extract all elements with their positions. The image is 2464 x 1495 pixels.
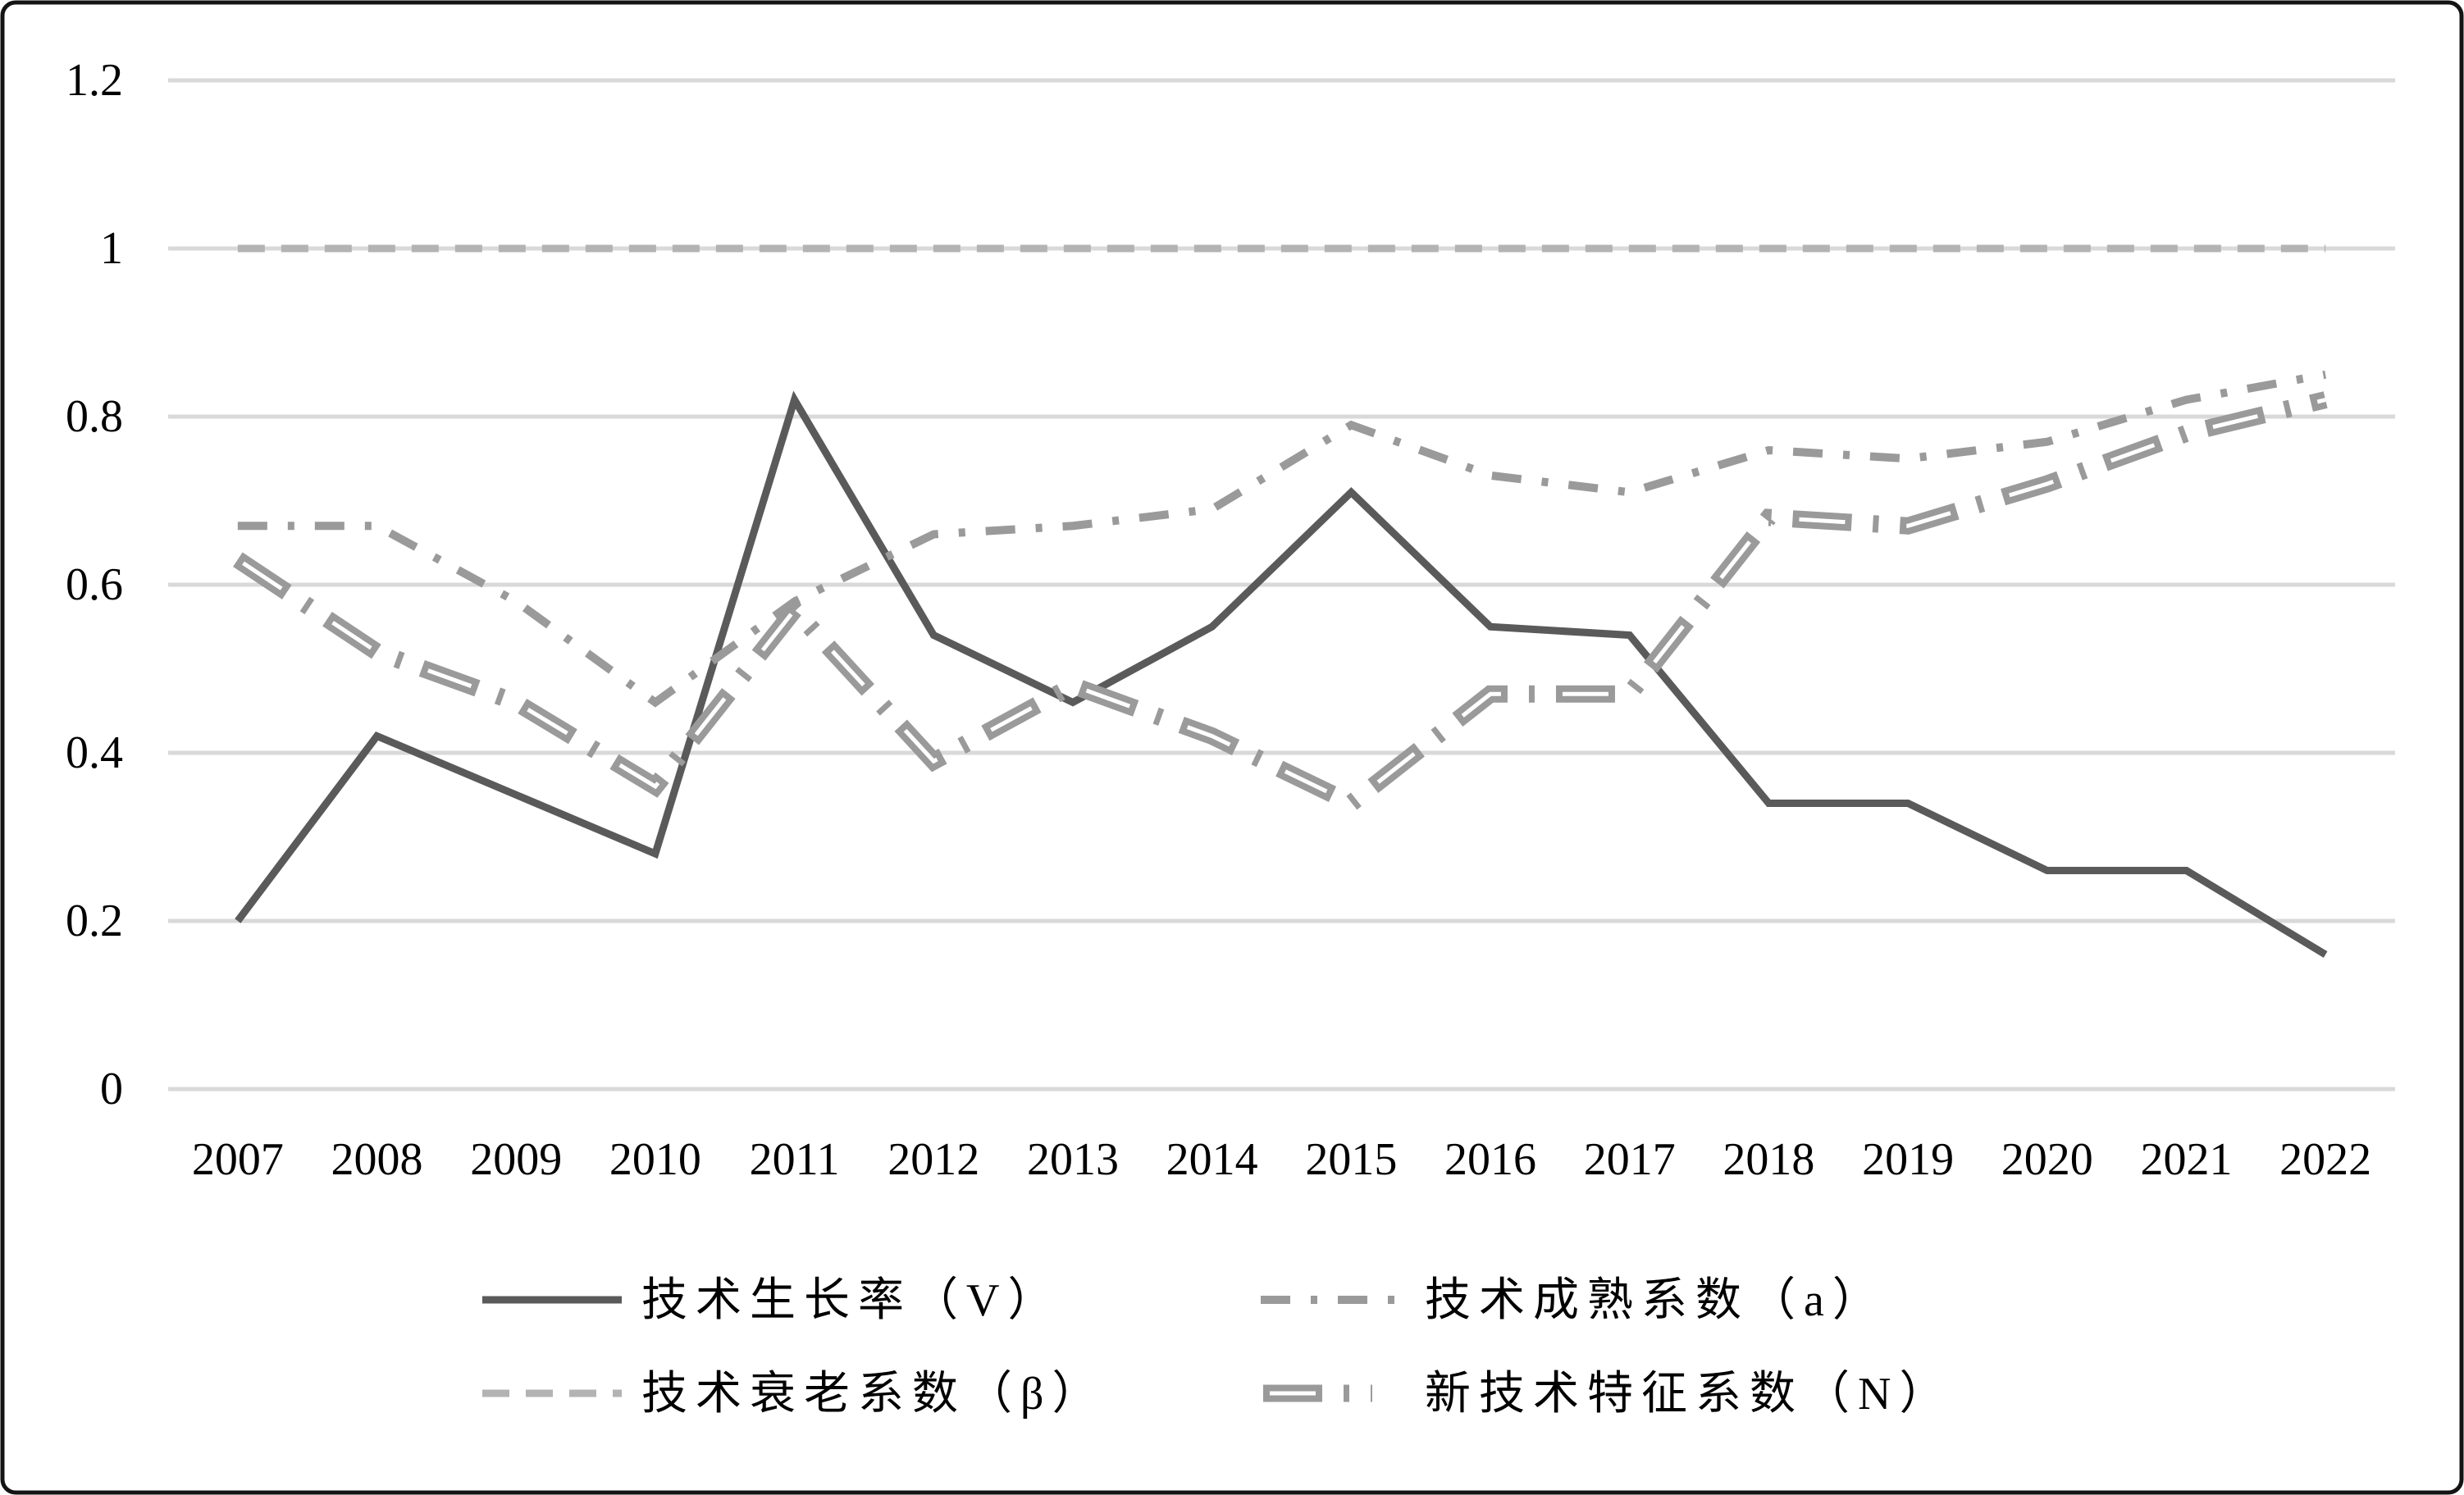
x-tick-label-2014: 2014 xyxy=(1166,1134,1258,1185)
y-tick-label-0.8: 0.8 xyxy=(66,391,123,442)
y-tick-label-0.2: 0.2 xyxy=(66,896,123,946)
series-line-1 xyxy=(237,370,2327,708)
x-tick-label-2010: 2010 xyxy=(609,1134,701,1185)
legend-item-new-tech-coefficient-N: 新技术特征系数（N） xyxy=(1263,1369,1953,1420)
x-tick-label-2007: 2007 xyxy=(192,1134,284,1185)
series-lines xyxy=(233,244,2328,958)
x-tick-label-2012: 2012 xyxy=(887,1134,979,1185)
x-tick-label-2021: 2021 xyxy=(2140,1134,2232,1185)
x-tick-label-2020: 2020 xyxy=(2001,1134,2093,1185)
legend-label-aging-coefficient-beta: 技术衰老系数（β） xyxy=(641,1369,1107,1420)
legend-item-growth-rate-V: 技术生长率（V） xyxy=(482,1275,1061,1326)
x-tick-label-2013: 2013 xyxy=(1027,1134,1119,1185)
x-tick-label-2018: 2018 xyxy=(1723,1134,1814,1185)
y-tick-label-0.6: 0.6 xyxy=(66,559,123,610)
x-tick-label-2015: 2015 xyxy=(1305,1134,1397,1185)
legend-item-maturity-coefficient-a: 技术成熟系数（a） xyxy=(1261,1275,1887,1326)
x-tick-label-2008: 2008 xyxy=(331,1134,423,1185)
y-axis-tick-labels: 0 0.2 0.4 0.6 0.8 1 1.2 xyxy=(66,55,123,1114)
legend-label-maturity-coefficient-a: 技术成熟系数（a） xyxy=(1425,1275,1887,1326)
legend-label-new-tech-coefficient-N: 新技术特征系数（N） xyxy=(1425,1369,1953,1420)
y-tick-label-0: 0 xyxy=(100,1064,123,1114)
x-tick-label-2019: 2019 xyxy=(1862,1134,1954,1185)
x-tick-label-2017: 2017 xyxy=(1584,1134,1676,1185)
legend-item-aging-coefficient-beta: 技术衰老系数（β） xyxy=(482,1369,1107,1420)
y-tick-label-1: 1 xyxy=(100,223,123,274)
series-line-3 xyxy=(233,391,2328,814)
x-axis-tick-labels: 2007 2008 2009 2010 2011 2012 2013 2014 2015 2016… xyxy=(192,1134,2371,1185)
y-tick-label-0.4: 0.4 xyxy=(66,727,123,778)
x-tick-label-2016: 2016 xyxy=(1444,1134,1536,1185)
series-line-0 xyxy=(235,390,2328,958)
y-tick-label-1.2: 1.2 xyxy=(66,55,123,106)
legend: 技术生长率（V） 技术成熟系数（a） 技术衰老系数（β） 新技术特征系数（N） xyxy=(482,1275,1953,1420)
legend-label-growth-rate-V: 技术生长率（V） xyxy=(641,1275,1061,1326)
x-tick-label-2011: 2011 xyxy=(750,1134,840,1185)
x-tick-label-2022: 2022 xyxy=(2279,1134,2371,1185)
x-tick-label-2009: 2009 xyxy=(470,1134,562,1185)
